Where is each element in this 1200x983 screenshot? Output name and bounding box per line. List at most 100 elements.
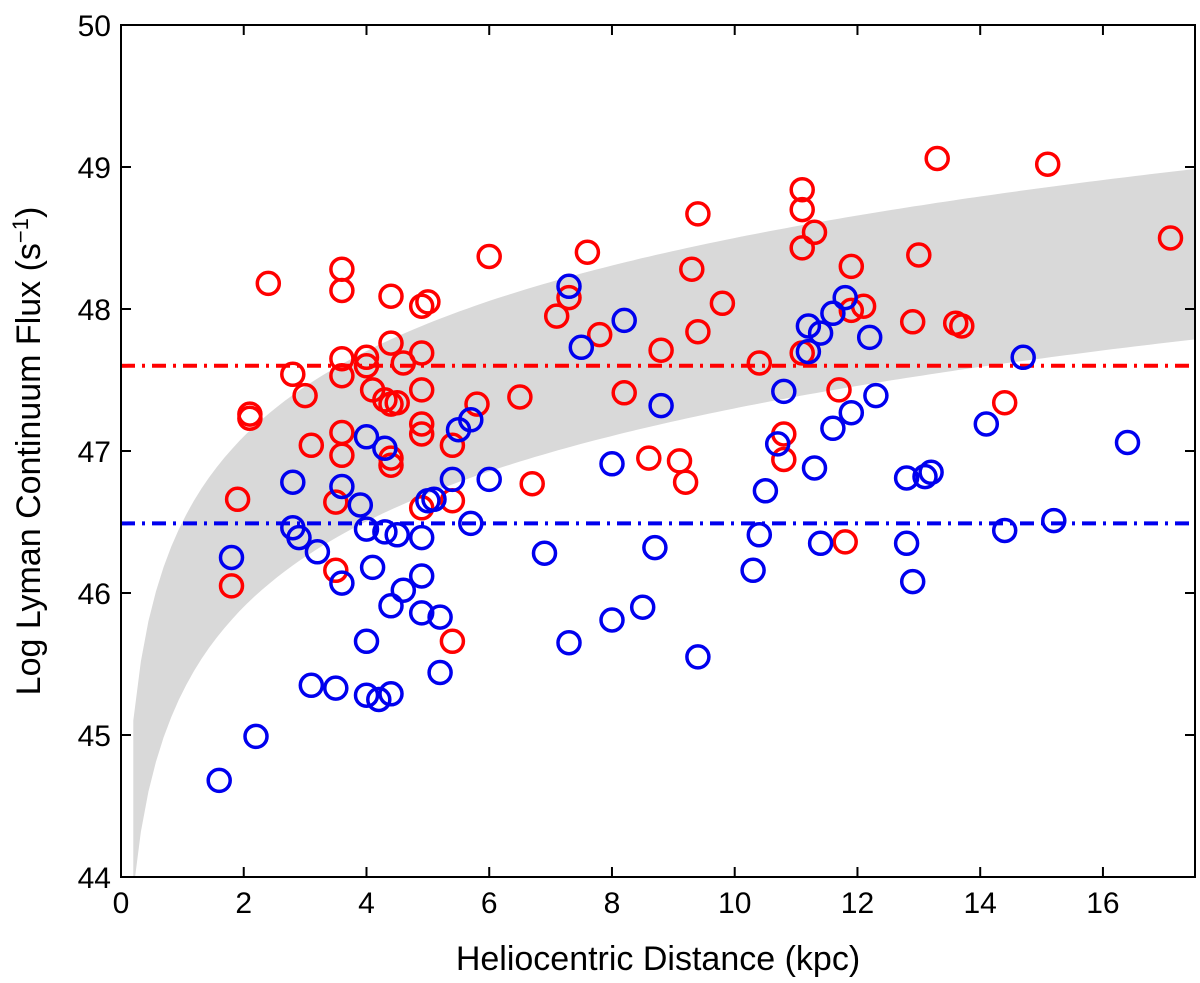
blue-data-point: [795, 313, 822, 339]
blue-data-point: [764, 431, 791, 457]
blue-data-point: [820, 415, 846, 442]
red-data-point: [378, 452, 404, 478]
x-axis-label: Heliocentric Distance (kpc): [456, 940, 860, 978]
blue-data-point: [439, 466, 466, 493]
blue-data-point: [599, 607, 625, 633]
blue-data-point: [206, 767, 232, 794]
red-data-point: [746, 350, 773, 376]
red-data-point: [991, 389, 1018, 416]
blue-data-point: [648, 392, 674, 419]
blue-data-point: [893, 530, 920, 557]
blue-data-point: [531, 540, 558, 566]
blue-data-point: [832, 284, 858, 311]
x-tick-label: 14: [964, 887, 997, 920]
red-data-point: [292, 382, 318, 409]
red-data-point: [789, 235, 815, 261]
red-data-point: [519, 470, 545, 497]
x-tick-label: 16: [1086, 887, 1119, 920]
blue-data-point: [359, 554, 386, 581]
blue-data-point: [771, 378, 797, 405]
blue-data-point: [820, 300, 846, 327]
red-data-point: [586, 321, 613, 348]
red-data-point: [636, 445, 662, 471]
red-data-point: [1034, 151, 1061, 177]
blue-data-point: [912, 463, 938, 490]
x-tick-label: 6: [481, 887, 498, 920]
red-data-point: [329, 362, 355, 389]
blue-data-point: [427, 604, 453, 630]
plot-frame: [120, 24, 1196, 878]
red-data-point: [801, 219, 828, 246]
red-data-point: [323, 557, 349, 584]
red-data-point: [543, 303, 570, 329]
blue-data-point: [568, 334, 595, 361]
blue-data-point: [458, 510, 484, 537]
red-data-point: [323, 489, 349, 515]
red-data-point: [255, 270, 282, 297]
red-data-point: [685, 318, 711, 345]
blue-data-point: [642, 534, 668, 561]
blue-data-point: [286, 524, 312, 551]
plot-area: [121, 145, 1195, 877]
x-tick-label: 12: [841, 887, 874, 920]
blue-data-point: [629, 594, 656, 620]
blue-data-point: [353, 516, 380, 542]
red-data-point: [838, 297, 865, 324]
blue-data-point: [408, 524, 435, 551]
blue-data-point: [856, 324, 883, 351]
blue-data-point: [329, 570, 355, 596]
blue-data-point: [353, 628, 380, 655]
blue-data-point: [421, 486, 447, 513]
blue-data-point: [378, 593, 404, 619]
red-data-point: [556, 284, 582, 311]
red-data-point: [685, 201, 711, 227]
red-data-point: [789, 196, 815, 223]
blue-data-point: [384, 522, 410, 548]
blue-data-point: [218, 544, 245, 571]
y-tick-label: 44: [78, 862, 111, 895]
red-data-point: [789, 176, 815, 203]
blue-data-point: [918, 459, 944, 486]
blue-data-point: [899, 568, 926, 595]
blue-data-point: [863, 382, 889, 409]
red-data-point: [672, 469, 699, 495]
red-data-point: [949, 313, 975, 339]
blue-data-point: [458, 407, 484, 433]
blue-data-point: [991, 517, 1018, 544]
blue-data-point: [752, 478, 779, 504]
blue-data-point: [378, 681, 404, 707]
red-data-point: [329, 442, 355, 469]
blue-data-point: [323, 675, 349, 701]
blue-data-point: [476, 466, 502, 493]
y-tick-label: 50: [78, 10, 111, 43]
blue-data-point: [243, 723, 269, 750]
x-tick-label: 10: [718, 887, 751, 920]
red-data-point: [329, 277, 355, 304]
blue-data-point: [838, 399, 865, 426]
blue-data-point: [1010, 344, 1036, 371]
red-data-point: [408, 421, 435, 447]
red-data-point: [899, 309, 926, 335]
red-data-point: [476, 243, 502, 270]
blue-data-point: [740, 557, 766, 584]
blue-data-point: [801, 455, 828, 481]
blue-data-point: [599, 451, 625, 477]
red-data-point: [280, 361, 306, 388]
red-data-point: [415, 289, 441, 315]
red-data-point: [408, 293, 435, 319]
blue-data-point: [390, 577, 417, 603]
red-data-point: [709, 290, 736, 317]
red-data-point: [353, 353, 380, 379]
red-data-point: [439, 628, 466, 655]
blue-data-point: [353, 424, 380, 450]
red-data-point: [574, 239, 601, 265]
blue-data-point: [807, 530, 834, 557]
sensitivity-band: [133, 169, 1195, 877]
blue-data-point: [408, 600, 435, 626]
red-data-point: [372, 387, 398, 413]
red-data-point: [611, 380, 637, 406]
y-tick-label: 45: [78, 720, 111, 753]
blue-data-point: [807, 320, 834, 346]
